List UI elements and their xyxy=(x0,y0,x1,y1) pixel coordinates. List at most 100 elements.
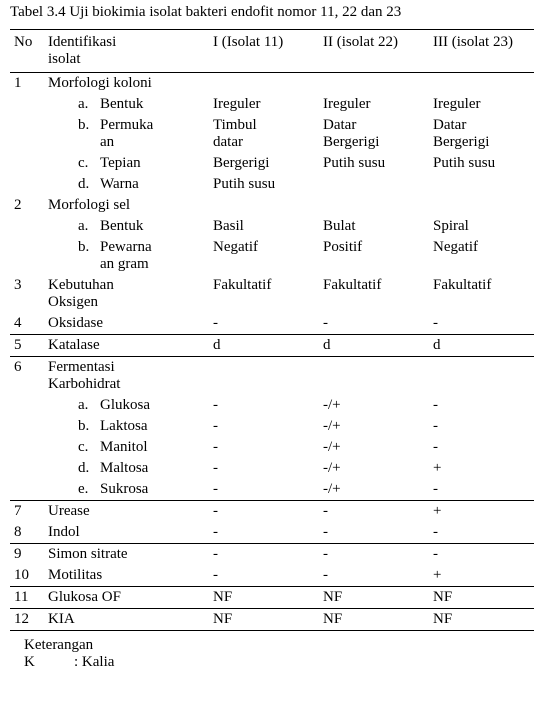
row-1d-c3 xyxy=(429,174,534,195)
biokimia-table: No Identifikasi isolat I (Isolat 11) II … xyxy=(10,29,534,631)
row-6d-c1: - xyxy=(209,458,319,479)
row-3-c2: Fakultatif xyxy=(319,275,429,313)
row-1c-c2: Putih susu xyxy=(319,153,429,174)
row-1-no: 1 xyxy=(10,73,44,95)
row-2a-c2: Bulat xyxy=(319,216,429,237)
row-1a-c3: Ireguler xyxy=(429,94,534,115)
row-6c-letter: c. xyxy=(78,439,100,456)
row-6d-letter: d. xyxy=(78,460,100,477)
row-6c-c3: - xyxy=(429,437,534,458)
row-6e-c3: - xyxy=(429,479,534,501)
row-1d-c2 xyxy=(319,174,429,195)
row-5-c3: d xyxy=(429,335,534,357)
row-7-no: 7 xyxy=(10,501,44,523)
row-3: 3 Kebutuhan Oksigen Fakultatif Fakultati… xyxy=(10,275,534,313)
row-1-label: Morfologi koloni xyxy=(44,73,209,95)
row-5: 5 Katalase d d d xyxy=(10,335,534,357)
row-1d-label: Warna xyxy=(100,176,139,192)
row-3-no: 3 xyxy=(10,275,44,313)
row-10: 10 Motilitas - - + xyxy=(10,565,534,587)
row-10-label: Motilitas xyxy=(44,565,209,587)
row-8-label: Indol xyxy=(44,522,209,544)
row-6-label-l1: Fermentasi xyxy=(48,359,115,375)
row-4-c3: - xyxy=(429,313,534,335)
row-1b-label-l2: an xyxy=(100,134,114,150)
row-7: 7 Urease - - + xyxy=(10,501,534,523)
hdr-c1: I (Isolat 11) xyxy=(209,30,319,73)
row-1b-c3-l1: Datar xyxy=(433,117,466,133)
row-2-no: 2 xyxy=(10,195,44,216)
row-2b-c2: Positif xyxy=(319,237,429,275)
row-10-c2: - xyxy=(319,565,429,587)
table-header-row: No Identifikasi isolat I (Isolat 11) II … xyxy=(10,30,534,73)
row-10-c1: - xyxy=(209,565,319,587)
row-8-no: 8 xyxy=(10,522,44,544)
row-2a-label: Bentuk xyxy=(100,218,143,234)
row-9-c1: - xyxy=(209,544,319,566)
row-12-c2: NF xyxy=(319,609,429,631)
row-6e: e.Sukrosa - -/+ - xyxy=(10,479,534,501)
row-1c-c3: Putih susu xyxy=(429,153,534,174)
row-5-no: 5 xyxy=(10,335,44,357)
row-2-label: Morfologi sel xyxy=(44,195,209,216)
row-2a: a.Bentuk Basil Bulat Spiral xyxy=(10,216,534,237)
row-1a-c2: Ireguler xyxy=(319,94,429,115)
row-6-no: 6 xyxy=(10,357,44,396)
row-6a-letter: a. xyxy=(78,397,100,414)
row-6-label-l2: Karbohidrat xyxy=(48,376,120,392)
row-9-c3: - xyxy=(429,544,534,566)
row-1b-letter: b. xyxy=(78,117,100,134)
hdr-c2: II (isolat 22) xyxy=(319,30,429,73)
row-7-c2: - xyxy=(319,501,429,523)
row-6b-label: Laktosa xyxy=(100,418,147,434)
row-6a: a.Glukosa - -/+ - xyxy=(10,395,534,416)
row-8-c2: - xyxy=(319,522,429,544)
hdr-no: No xyxy=(10,30,44,73)
row-1b-c1-l2: datar xyxy=(213,134,243,150)
row-11-c2: NF xyxy=(319,587,429,609)
row-1d-c1: Putih susu xyxy=(209,174,319,195)
row-6b: b.Laktosa - -/+ - xyxy=(10,416,534,437)
row-9: 9 Simon sitrate - - - xyxy=(10,544,534,566)
row-1c: c.Tepian Bergerigi Putih susu Putih susu xyxy=(10,153,534,174)
row-3-label-l1: Kebutuhan xyxy=(48,277,114,293)
row-12: 12 KIA NF NF NF xyxy=(10,609,534,631)
row-6e-letter: e. xyxy=(78,481,100,498)
row-6a-c1: - xyxy=(209,395,319,416)
row-6e-label: Sukrosa xyxy=(100,481,148,497)
hdr-c3: III (isolat 23) xyxy=(429,30,534,73)
row-6d-c3: + xyxy=(429,458,534,479)
row-7-c3: + xyxy=(429,501,534,523)
row-11-label: Glukosa OF xyxy=(44,587,209,609)
footer-keterangan: Keterangan xyxy=(24,637,524,654)
row-11: 11 Glukosa OF NF NF NF xyxy=(10,587,534,609)
row-8: 8 Indol - - - xyxy=(10,522,534,544)
row-6d-label: Maltosa xyxy=(100,460,148,476)
row-7-label: Urease xyxy=(44,501,209,523)
row-1b: b.Permuka an Timbul datar Datar Bergerig… xyxy=(10,115,534,153)
row-6a-label: Glukosa xyxy=(100,397,150,413)
row-6c-c1: - xyxy=(209,437,319,458)
row-9-c2: - xyxy=(319,544,429,566)
row-5-c2: d xyxy=(319,335,429,357)
row-8-c3: - xyxy=(429,522,534,544)
row-10-no: 10 xyxy=(10,565,44,587)
row-1d-letter: d. xyxy=(78,176,100,193)
row-4-label: Oksidase xyxy=(44,313,209,335)
row-6d: d.Maltosa - -/+ + xyxy=(10,458,534,479)
row-4-no: 4 xyxy=(10,313,44,335)
row-11-c1: NF xyxy=(209,587,319,609)
row-2a-c3: Spiral xyxy=(429,216,534,237)
row-1a-letter: a. xyxy=(78,96,100,113)
row-11-c3: NF xyxy=(429,587,534,609)
row-5-label: Katalase xyxy=(44,335,209,357)
row-2b-label-l2: an gram xyxy=(100,256,149,272)
row-3-c3: Fakultatif xyxy=(429,275,534,313)
row-8-c1: - xyxy=(209,522,319,544)
row-2b: b.Pewarna an gram Negatif Positif Negati… xyxy=(10,237,534,275)
row-1a-c1: Ireguler xyxy=(209,94,319,115)
row-1b-c2-l2: Bergerigi xyxy=(323,134,379,150)
row-1a-label: Bentuk xyxy=(100,96,143,112)
row-12-c1: NF xyxy=(209,609,319,631)
row-4-c1: - xyxy=(209,313,319,335)
